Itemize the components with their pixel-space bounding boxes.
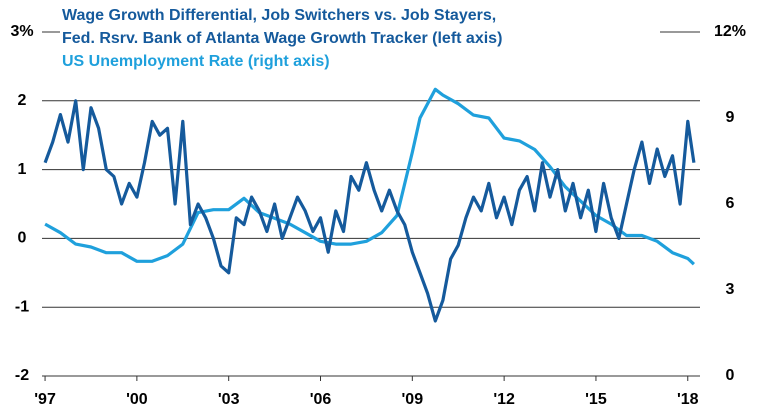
x-tick-label: '06: [310, 391, 332, 408]
legend-label: Wage Growth Differential, Job Switchers …: [62, 7, 496, 24]
y2-tick-label: 12%: [714, 23, 746, 40]
legend-bg: [60, 5, 660, 27]
y2-tick-label: 0: [726, 367, 735, 384]
series-line: [43, 99, 696, 323]
y2-tick-label: 9: [726, 109, 735, 126]
y-tick-label: -2: [15, 367, 29, 384]
legend-label: Fed. Rsrv. Bank of Atlanta Wage Growth T…: [62, 30, 502, 47]
y-tick-label: 2: [18, 92, 27, 109]
legend-bg: [60, 28, 660, 50]
legend-label: US Unemployment Rate (right axis): [62, 53, 330, 70]
y-tick-label: 3%: [10, 23, 33, 40]
legend-bg: [60, 51, 660, 73]
x-tick-label: '15: [585, 391, 607, 408]
y2-tick-label: 6: [726, 195, 735, 212]
y-tick-label: -1: [15, 298, 29, 315]
series-line: [44, 87, 695, 266]
y-tick-label: 1: [18, 161, 27, 178]
y-tick-label: 0: [18, 230, 27, 247]
x-tick-label: '97: [34, 391, 56, 408]
x-tick-label: '18: [677, 391, 699, 408]
x-tick-label: '12: [493, 391, 515, 408]
x-tick-label: '03: [218, 391, 240, 408]
x-tick-label: '00: [126, 391, 148, 408]
x-tick-label: '09: [402, 391, 424, 408]
y2-tick-label: 3: [726, 281, 735, 298]
